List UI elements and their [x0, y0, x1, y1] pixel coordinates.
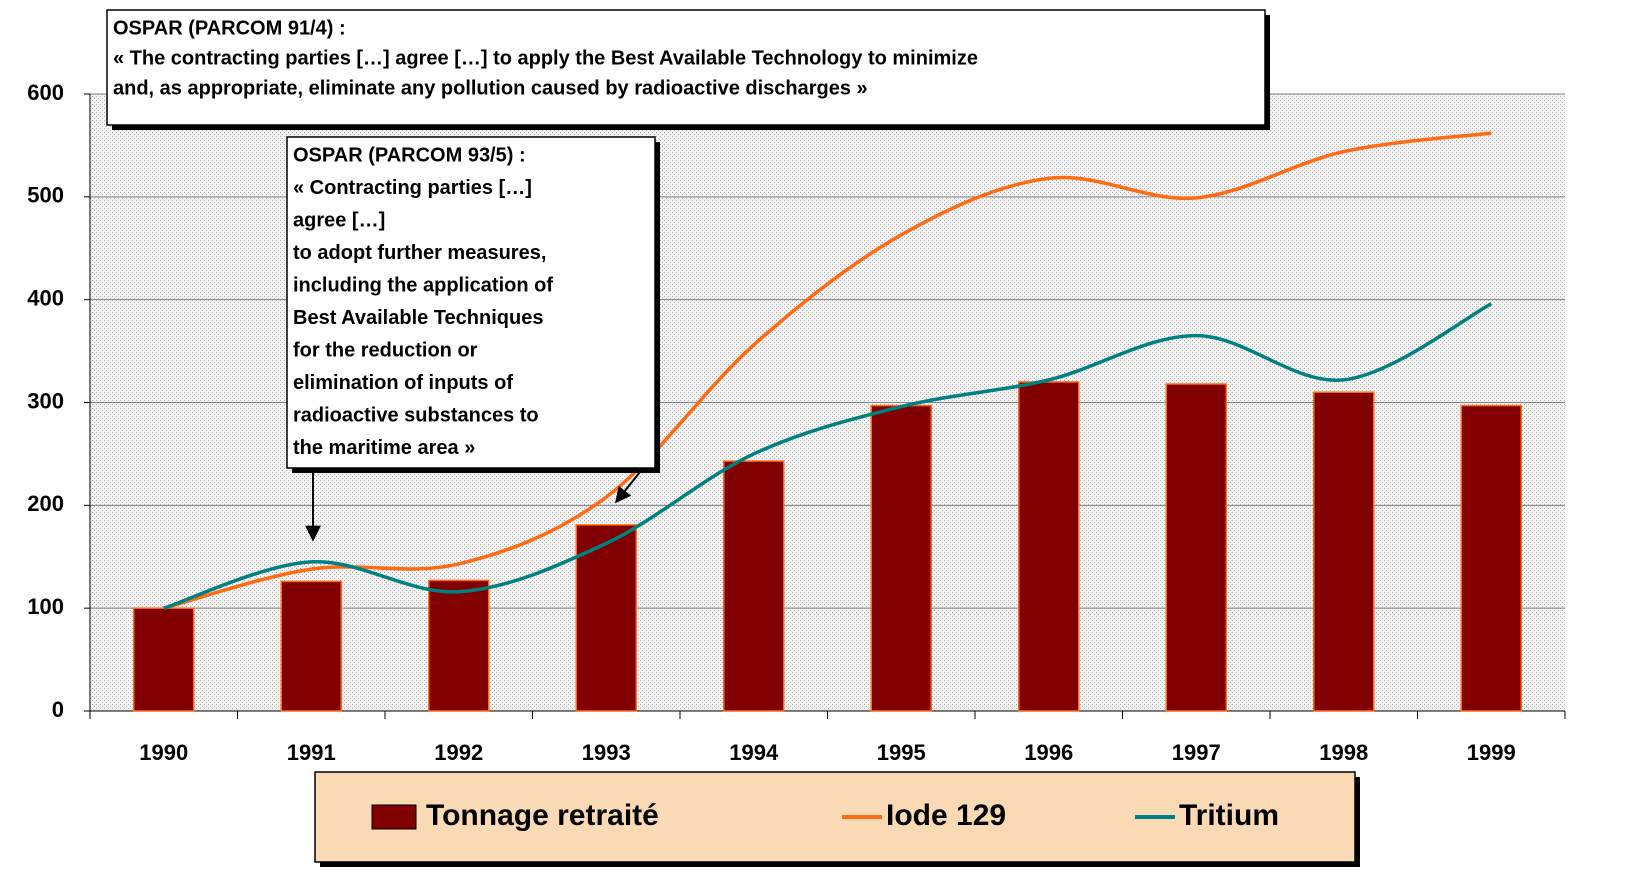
annotation-text: OSPAR (PARCOM 91/4) : [113, 17, 346, 39]
y-tick-label: 600 [27, 80, 64, 105]
x-tick-label: 1994 [729, 740, 779, 765]
annotation-text: the maritime area » [293, 437, 475, 459]
annotation-text: including the application of [293, 274, 553, 296]
bar [1313, 391, 1375, 712]
annotation-text: OSPAR (PARCOM 93/5) : [293, 144, 526, 166]
y-tick-label: 300 [27, 388, 64, 413]
legend-label: Tritium [1179, 799, 1279, 832]
bar [428, 579, 490, 712]
line [163, 302, 1493, 610]
annotation-text: and, as appropriate, eliminate any pollu… [113, 77, 868, 99]
bar [1460, 404, 1522, 712]
annotation-box [106, 9, 1266, 126]
legend-label: Tonnage retraité [426, 799, 659, 832]
annotation-box [286, 136, 656, 469]
bar [1165, 383, 1227, 712]
x-tick-label: 1992 [434, 740, 483, 765]
annotation-text: radioactive substances to [293, 404, 539, 426]
bar [133, 607, 195, 712]
arrow [615, 471, 641, 504]
x-tick-label: 1991 [287, 740, 336, 765]
bar [1018, 381, 1080, 712]
annotation-text: to adopt further measures, [293, 242, 546, 264]
bar [280, 580, 342, 712]
annotation-text: « Contracting parties […] [293, 177, 532, 199]
y-tick-label: 400 [27, 285, 64, 310]
legend [314, 771, 1356, 863]
y-tick-label: 500 [27, 183, 64, 208]
annotation-text: Best Available Techniques [293, 307, 543, 329]
y-tick-label: 200 [27, 491, 64, 516]
legend-swatch [371, 804, 417, 830]
bar [575, 524, 637, 712]
x-tick-label: 1998 [1319, 740, 1368, 765]
y-tick-label: 0 [52, 697, 64, 722]
x-tick-label: 1996 [1024, 740, 1073, 765]
x-tick-label: 1993 [582, 740, 631, 765]
x-tick-label: 1999 [1467, 740, 1516, 765]
annotation-text: for the reduction or [293, 339, 478, 361]
x-tick-label: 1997 [1172, 740, 1221, 765]
x-tick-label: 1995 [877, 740, 926, 765]
annotation-text: agree […] [293, 209, 385, 231]
bar [870, 404, 932, 712]
bar [723, 460, 785, 712]
annotation-text: « The contracting parties […] agree […] … [113, 47, 978, 69]
legend-label: Iode 129 [886, 799, 1006, 832]
line [163, 131, 1492, 610]
y-tick-label: 100 [27, 594, 64, 619]
x-tick-label: 1990 [139, 740, 188, 765]
annotation-text: elimination of inputs of [293, 372, 513, 394]
